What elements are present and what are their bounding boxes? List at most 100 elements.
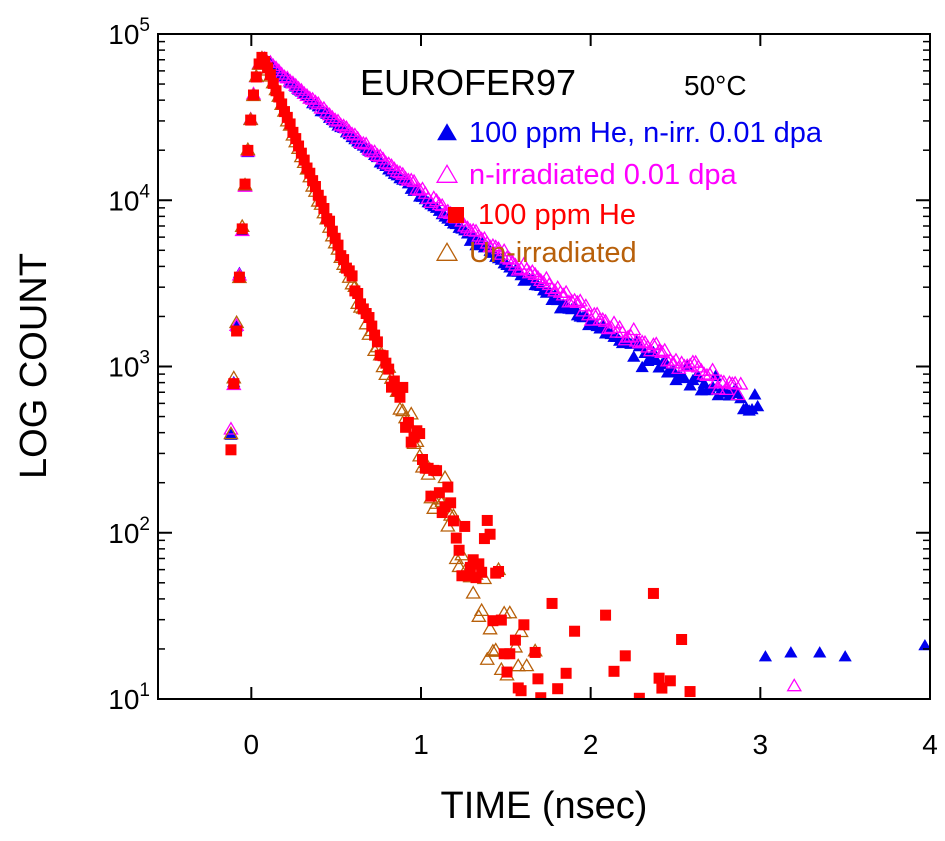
data-point bbox=[748, 388, 762, 400]
data-point bbox=[476, 566, 488, 578]
data-point bbox=[467, 554, 479, 566]
data-point bbox=[578, 298, 594, 312]
data-point bbox=[321, 107, 338, 121]
x-tick-label: 0 bbox=[244, 729, 260, 760]
data-point bbox=[465, 585, 481, 599]
data-point bbox=[369, 329, 381, 341]
data-point bbox=[416, 454, 428, 466]
legend-label: Un-irradiated bbox=[469, 237, 637, 269]
data-point bbox=[332, 239, 344, 251]
data-point bbox=[705, 380, 720, 392]
data-point bbox=[442, 481, 454, 493]
data-point bbox=[623, 328, 639, 342]
data-point bbox=[555, 287, 572, 301]
data-point bbox=[558, 284, 574, 298]
data-point bbox=[619, 650, 631, 662]
data-point bbox=[436, 507, 448, 519]
axis-ticks: 0 1 2 3 4 101 102 103 104 105 bbox=[108, 15, 938, 760]
data-point bbox=[426, 190, 442, 204]
data-point bbox=[309, 181, 321, 193]
data-point bbox=[487, 615, 499, 627]
data-point bbox=[509, 634, 521, 646]
data-point bbox=[315, 195, 327, 207]
data-point bbox=[813, 646, 827, 658]
data-point bbox=[493, 565, 505, 577]
data-point bbox=[298, 154, 310, 166]
data-point bbox=[560, 667, 572, 679]
data-point bbox=[595, 311, 611, 326]
data-point bbox=[456, 218, 473, 232]
data-point bbox=[366, 320, 378, 332]
data-point bbox=[259, 56, 271, 68]
data-point bbox=[625, 321, 642, 336]
data-point bbox=[450, 532, 462, 544]
data-point bbox=[654, 344, 670, 358]
data-point bbox=[403, 172, 419, 186]
data-point bbox=[485, 237, 501, 252]
data-point bbox=[647, 587, 659, 599]
data-point bbox=[838, 650, 852, 662]
series-3-points bbox=[225, 51, 696, 699]
data-point bbox=[287, 126, 299, 138]
legend-marker bbox=[435, 163, 459, 183]
data-point bbox=[515, 685, 527, 697]
data-point bbox=[380, 156, 397, 170]
data-point bbox=[499, 250, 515, 264]
data-point bbox=[447, 515, 459, 527]
data-point bbox=[392, 401, 408, 415]
data-point bbox=[530, 269, 546, 284]
data-point bbox=[518, 657, 535, 672]
data-point bbox=[392, 164, 408, 179]
data-point bbox=[635, 360, 649, 373]
data-point bbox=[318, 202, 330, 214]
data-point bbox=[352, 287, 364, 299]
y-tick-label: 105 bbox=[108, 15, 150, 50]
data-point bbox=[278, 106, 290, 118]
y-tick-label: 104 bbox=[108, 181, 150, 216]
data-point bbox=[431, 465, 443, 477]
data-point bbox=[245, 114, 257, 126]
data-point bbox=[239, 178, 251, 190]
data-point bbox=[302, 90, 318, 104]
data-point bbox=[561, 294, 577, 308]
data-point bbox=[273, 91, 285, 103]
data-point bbox=[713, 373, 729, 388]
data-point bbox=[386, 161, 403, 175]
data-point bbox=[295, 147, 307, 159]
data-point bbox=[527, 266, 543, 280]
data-point bbox=[445, 497, 457, 509]
chart-title: EUROFER97 bbox=[360, 62, 576, 103]
data-point bbox=[304, 91, 321, 105]
data-point bbox=[535, 692, 547, 699]
data-point bbox=[253, 58, 265, 70]
data-point bbox=[572, 293, 588, 307]
x-axis-label: TIME (nsec) bbox=[441, 785, 648, 827]
data-point bbox=[482, 621, 498, 635]
data-point bbox=[299, 87, 315, 102]
data-point bbox=[704, 362, 721, 376]
legend-marker bbox=[435, 241, 459, 261]
data-point bbox=[448, 550, 465, 565]
data-point bbox=[380, 357, 392, 369]
x-tick-label: 4 bbox=[922, 729, 938, 760]
data-point bbox=[273, 66, 290, 80]
data-point bbox=[439, 501, 451, 513]
data-point bbox=[394, 391, 406, 403]
x-tick-label: 1 bbox=[413, 729, 429, 760]
data-point bbox=[546, 597, 558, 609]
data-point bbox=[285, 75, 301, 89]
plot-area bbox=[158, 34, 930, 699]
data-point bbox=[504, 648, 516, 660]
data-point bbox=[284, 118, 296, 130]
data-point bbox=[324, 215, 336, 227]
data-point bbox=[627, 350, 641, 362]
data-point bbox=[464, 561, 476, 573]
data-point bbox=[329, 232, 341, 244]
data-point bbox=[478, 533, 490, 545]
data-point bbox=[456, 570, 468, 582]
data-point bbox=[372, 148, 388, 162]
data-point bbox=[414, 428, 426, 440]
data-point bbox=[233, 271, 245, 283]
data-point bbox=[666, 363, 680, 376]
